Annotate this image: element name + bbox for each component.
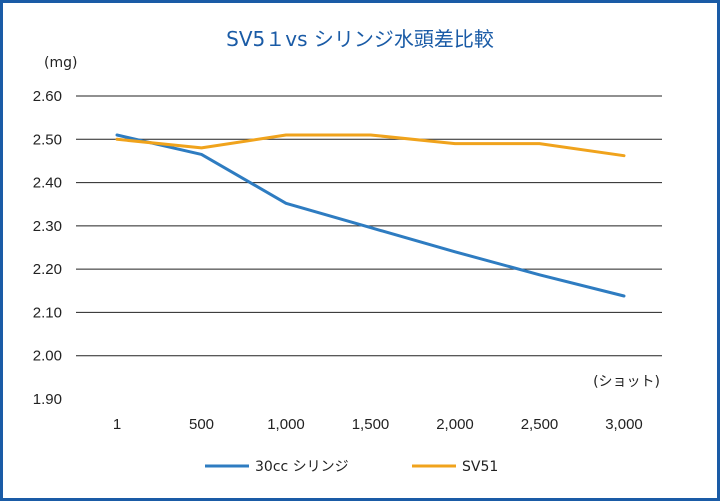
x-tick-label: 500: [189, 416, 214, 433]
x-tick-label: 3,000: [605, 416, 643, 433]
legend-label-2: SV51: [462, 459, 498, 475]
x-tick-label: 2,500: [521, 416, 559, 433]
gridlines: [76, 95, 662, 357]
series-line-1: [115, 133, 626, 298]
x-tick-label: 1,000: [267, 416, 305, 433]
y-tick-label: 2.20: [33, 261, 62, 278]
series-line-2: [115, 133, 626, 158]
legend-label-1: 30cc シリンジ: [255, 459, 349, 475]
x-tick-label: 1: [113, 416, 121, 433]
x-tick-label: 1,500: [352, 416, 390, 433]
y-axis-unit: (mg): [44, 55, 77, 71]
chart-title: SV5１vs シリンジ水頭差比較: [226, 27, 494, 51]
y-tick-label: 2.00: [33, 348, 62, 365]
x-tick-label: 2,000: [436, 416, 474, 433]
y-tick-label: 2.40: [33, 175, 62, 192]
x-axis-unit: (ショット): [593, 374, 660, 390]
y-tick-labels: 1.90 2.00 2.10 2.20 2.30 2.40 2.50 2.60: [33, 88, 62, 408]
y-tick-label: 2.30: [33, 218, 62, 235]
y-tick-label: 1.90: [33, 391, 62, 408]
y-tick-label: 2.10: [33, 304, 62, 321]
y-tick-label: 2.50: [33, 131, 62, 148]
series-lines: [115, 133, 626, 298]
x-tick-labels: 1 500 1,000 1,500 2,000 2,500 3,000: [113, 416, 643, 433]
y-tick-label: 2.60: [33, 88, 62, 105]
legend: 30cc シリンジ SV51: [205, 459, 498, 475]
